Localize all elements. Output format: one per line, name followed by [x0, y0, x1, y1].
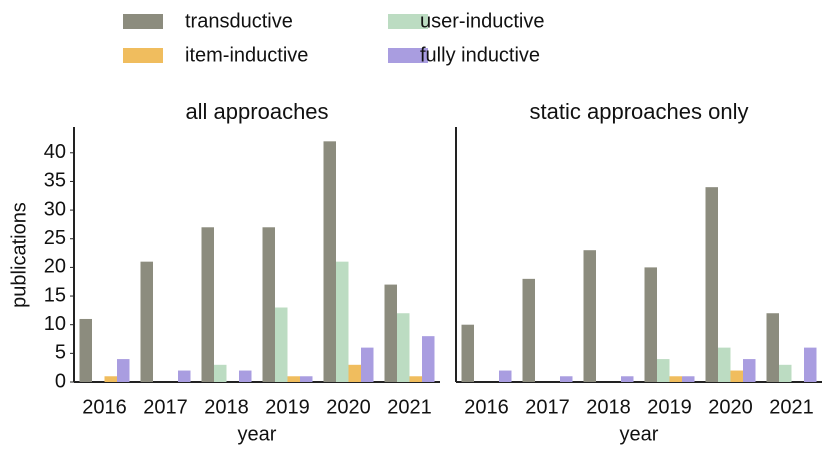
bar: [397, 313, 410, 382]
bar: [804, 347, 817, 382]
x-tick-label: 2018: [204, 396, 249, 418]
bar: [730, 370, 743, 382]
x-tick-label: 2016: [464, 396, 509, 418]
y-tick-label: 0: [55, 370, 66, 392]
x-tick-label: 2020: [326, 396, 371, 418]
bar: [348, 364, 361, 382]
y-tick-label: 40: [44, 141, 66, 163]
bar: [522, 278, 535, 382]
bar: [560, 376, 573, 382]
bar: [201, 227, 214, 382]
x-axis-label: year: [238, 423, 277, 445]
x-axis-label: year: [620, 423, 659, 445]
y-tick-label: 25: [44, 227, 66, 249]
y-tick-label: 20: [44, 256, 66, 278]
x-tick-label: 2021: [387, 396, 432, 418]
x-tick-label: 2019: [265, 396, 310, 418]
x-tick-label: 2018: [586, 396, 631, 418]
bar: [422, 336, 435, 382]
bar: [79, 318, 92, 382]
bar: [583, 250, 596, 382]
y-tick-label: 15: [44, 284, 66, 306]
bar: [239, 370, 252, 382]
bar: [705, 187, 718, 382]
bar: [669, 376, 682, 382]
bar: [779, 364, 792, 382]
bar: [214, 364, 227, 382]
bar: [621, 376, 634, 382]
bar: [300, 376, 313, 382]
bar: [743, 359, 756, 382]
bar: [104, 376, 117, 382]
legend-label: item-inductive: [185, 44, 308, 66]
bar: [766, 313, 779, 382]
legend-swatch: [123, 48, 163, 63]
bar: [657, 359, 670, 382]
bar: [178, 370, 191, 382]
x-tick-label: 2019: [647, 396, 692, 418]
y-tick-label: 5: [55, 342, 66, 364]
legend-swatch: [388, 14, 428, 29]
bar: [287, 376, 300, 382]
bar: [262, 227, 275, 382]
x-tick-label: 2021: [769, 396, 814, 418]
bar: [384, 284, 397, 382]
legend-swatch: [388, 48, 428, 63]
legend-label: transductive: [185, 10, 293, 32]
y-tick-label: 10: [44, 313, 66, 335]
bar: [117, 359, 130, 382]
x-tick-label: 2016: [82, 396, 127, 418]
y-tick-label: 35: [44, 170, 66, 192]
x-tick-label: 2017: [143, 396, 188, 418]
bar: [718, 347, 731, 382]
bar: [140, 261, 153, 382]
x-tick-label: 2020: [708, 396, 753, 418]
bar: [499, 370, 512, 382]
x-tick-label: 2017: [525, 396, 570, 418]
panel-title: static approaches only: [530, 99, 749, 124]
bar: [461, 324, 474, 382]
bar: [275, 307, 288, 382]
y-axis-label: publications: [8, 202, 30, 308]
bar: [336, 261, 349, 382]
legend-label: user-inductive: [420, 10, 545, 32]
bar: [644, 267, 657, 382]
bar: [409, 376, 422, 382]
panel-title: all approaches: [185, 99, 328, 124]
legend-swatch: [123, 14, 163, 29]
legend-label: fully inductive: [420, 44, 540, 66]
bar: [682, 376, 695, 382]
bar: [361, 347, 374, 382]
y-tick-label: 30: [44, 198, 66, 220]
bar: [323, 141, 336, 382]
